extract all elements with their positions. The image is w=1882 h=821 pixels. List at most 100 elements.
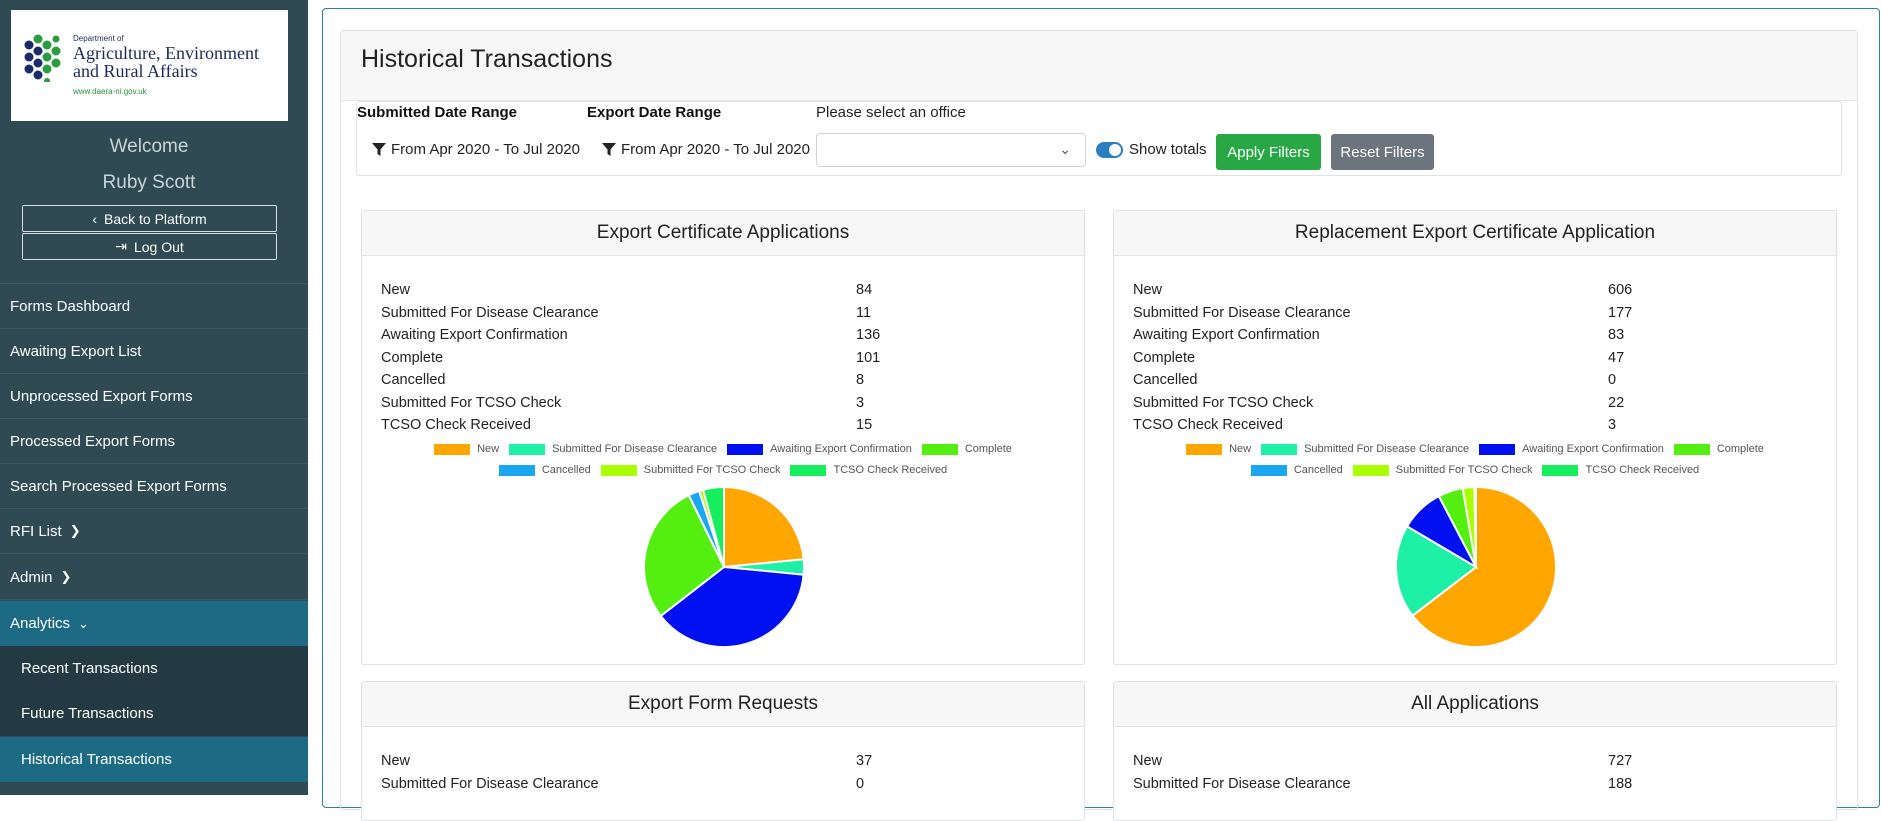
legend-item[interactable]: Awaiting Export Confirmation [727, 439, 912, 460]
legend-item[interactable]: New [1186, 439, 1251, 460]
stat-label: Submitted For Disease Clearance [1133, 304, 1351, 321]
stat-value: 83 [1608, 327, 1625, 343]
nav-historical-transactions[interactable]: Historical Transactions [0, 737, 308, 782]
panel-title: Replacement Export Certificate Applicati… [1114, 211, 1836, 256]
pie-slice-complete[interactable] [643, 493, 726, 618]
pie-slice-tcso-check-received[interactable] [701, 485, 725, 568]
legend-label: Complete [1716, 443, 1764, 455]
stat-label: TCSO Check Received [1133, 417, 1283, 433]
stat-label: New [381, 753, 411, 769]
stat-row: TCSO Check Received 3 [1133, 417, 1833, 439]
legend-swatch [1250, 465, 1287, 476]
legend-swatch [434, 444, 471, 455]
legend-item[interactable]: New [434, 439, 499, 460]
legend-item[interactable]: TCSO Check Received [790, 460, 947, 481]
nav-label: Admin [10, 568, 53, 586]
stat-label: TCSO Check Received [381, 417, 531, 433]
stat-label: Awaiting Export Confirmation [1133, 327, 1320, 343]
stat-row: New 84 [381, 282, 1081, 304]
nav-analytics[interactable]: Analytics ⌄ [0, 601, 308, 646]
back-to-platform-button[interactable]: ‹ Back to Platform [22, 205, 277, 232]
stat-value: 606 [1608, 282, 1633, 298]
submitted-date-range-filter[interactable]: From Apr 2020 - To Jul 2020 [372, 141, 580, 158]
office-select[interactable]: ⌄ [816, 133, 1086, 167]
stat-row: Complete 47 [1133, 350, 1833, 372]
stat-value: 3 [1608, 417, 1617, 433]
nav-label: Analytics [10, 615, 71, 632]
stat-value: 3 [856, 394, 865, 411]
panel-title: All Applications [1114, 682, 1836, 727]
chevron-right-icon: ❯ [69, 523, 81, 538]
log-out-button[interactable]: ⇥ Log Out [22, 233, 277, 260]
filter-icon [372, 142, 386, 156]
stat-row: New 606 [1133, 282, 1833, 304]
stat-row: Submitted For Disease Clearance 0 [381, 776, 1081, 798]
nav-unprocessed-export-forms[interactable]: Unprocessed Export Forms [0, 374, 308, 419]
legend-swatch [1542, 465, 1579, 476]
nav-future-transactions[interactable]: Future Transactions [0, 691, 308, 736]
nav-forms-dashboard[interactable]: Forms Dashboard [0, 284, 308, 329]
legend-item[interactable]: TCSO Check Received [1542, 460, 1699, 481]
stat-label: Cancelled [1133, 372, 1198, 388]
nav-label: Forms Dashboard [10, 297, 131, 315]
stat-row: Submitted For Disease Clearance 11 [381, 305, 1081, 327]
legend-item[interactable]: Submitted For Disease Clearance [509, 439, 717, 460]
pie-slice-submitted-for-disease-clearance[interactable] [1395, 525, 1478, 618]
legend-label: TCSO Check Received [1585, 464, 1700, 476]
stat-value: 47 [1608, 349, 1625, 366]
chevron-down-icon: ⌄ [78, 615, 89, 631]
nav-processed-export-forms[interactable]: Processed Export Forms [0, 419, 308, 464]
office-select-label: Please select an office [816, 104, 966, 121]
legend-swatch [1261, 444, 1298, 455]
legend-item[interactable]: Awaiting Export Confirmation [1479, 439, 1664, 460]
pie-slice-new[interactable] [723, 485, 805, 569]
legend-item[interactable]: Submitted For TCSO Check [600, 460, 781, 481]
nav-search-processed-export-forms[interactable]: Search Processed Export Forms [0, 464, 308, 509]
legend-item[interactable]: Submitted For Disease Clearance [1261, 439, 1469, 460]
stat-value: 8 [856, 372, 865, 388]
sidebar: Department of Agriculture, Environment a… [0, 0, 308, 795]
legend-item[interactable]: Submitted For TCSO Check [1352, 460, 1533, 481]
all-applications-panel: All Applications New 727 Submitted For Dis… [1113, 681, 1837, 821]
legend-swatch [790, 465, 827, 476]
stat-value: 37 [856, 753, 873, 769]
legend-line: New Submitted For Disease Clearance Awaiti… [1114, 439, 1836, 460]
status-pie-chart [1395, 485, 1557, 648]
reset-filters-button[interactable]: Reset Filters [1331, 134, 1434, 170]
legend-line: Cancelled Submitted For TCSO Check TCSO Ch… [362, 460, 1084, 481]
legend-item[interactable]: Cancelled [1250, 460, 1343, 481]
submitted-date-range-value: From Apr 2020 - To Jul 2020 [391, 141, 580, 158]
pie-slice-tcso-check-received[interactable] [1473, 485, 1477, 568]
legend-label: Submitted For Disease Clearance [552, 443, 718, 455]
stat-row: Cancelled 8 [381, 372, 1081, 394]
export-date-range-filter[interactable]: From Apr 2020 - To Jul 2020 [602, 141, 810, 158]
export-date-range-value: From Apr 2020 - To Jul 2020 [621, 141, 810, 158]
legend-item[interactable]: Cancelled [498, 460, 591, 481]
log-out-label: Log Out [133, 238, 184, 255]
legend-swatch [1186, 444, 1223, 455]
logo-url: www.daera-ni.gov.uk [73, 87, 147, 96]
nav-divider [0, 283, 308, 284]
legend-label: TCSO Check Received [833, 464, 948, 476]
chevron-down-icon: ⌄ [1059, 141, 1071, 157]
stat-value: 136 [856, 327, 881, 343]
legend-item[interactable]: Complete [1673, 439, 1764, 460]
nav-label: RFI List [10, 522, 62, 540]
stat-row: Submitted For Disease Clearance 177 [1133, 305, 1833, 327]
stat-label: Complete [381, 349, 444, 366]
nav-rfi-list[interactable]: RFI List ❯ [0, 509, 308, 554]
pie-slice-new[interactable] [1411, 485, 1557, 648]
show-totals-toggle[interactable] [1096, 142, 1123, 158]
pie-slice-awaiting-export-confirmation[interactable] [659, 565, 805, 648]
stat-row: Awaiting Export Confirmation 136 [381, 327, 1081, 349]
nav-recent-transactions[interactable]: Recent Transactions [0, 646, 308, 691]
nav-awaiting-export-list[interactable]: Awaiting Export List [0, 329, 308, 374]
nav-sub-label: Recent Transactions [21, 660, 158, 677]
stat-label: New [381, 282, 411, 298]
nav-admin[interactable]: Admin ❯ [0, 555, 308, 600]
nav-label: Processed Export Forms [10, 432, 176, 450]
legend-item[interactable]: Complete [921, 439, 1012, 460]
legend-label: Submitted For TCSO Check [643, 464, 781, 476]
apply-filters-button[interactable]: Apply Filters [1216, 134, 1321, 170]
legend-label: Submitted For TCSO Check [1395, 464, 1533, 476]
